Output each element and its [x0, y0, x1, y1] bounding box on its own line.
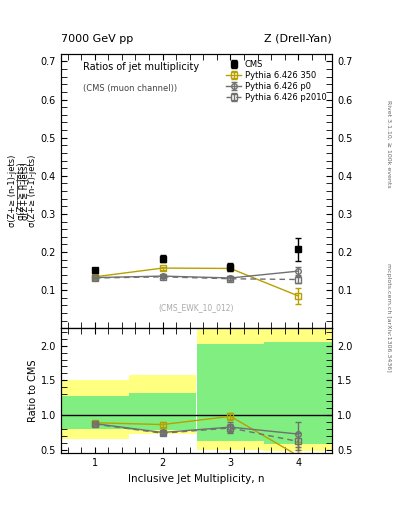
Bar	[129, 375, 196, 434]
Text: Rivet 3.1.10, ≥ 100k events: Rivet 3.1.10, ≥ 100k events	[386, 99, 391, 187]
Bar	[264, 308, 339, 451]
Text: ────────: ────────	[16, 174, 22, 208]
Text: Ratios of jet multiplicity: Ratios of jet multiplicity	[83, 62, 199, 72]
Bar	[196, 344, 264, 441]
Legend: CMS, Pythia 6.426 350, Pythia 6.426 p0, Pythia 6.426 p2010: CMS, Pythia 6.426 350, Pythia 6.426 p0, …	[224, 58, 328, 103]
Bar	[129, 393, 196, 430]
Bar	[61, 396, 129, 429]
Text: mcplots.cern.ch [arXiv:1306.3436]: mcplots.cern.ch [arXiv:1306.3436]	[386, 263, 391, 372]
X-axis label: Inclusive Jet Multiplicity, n: Inclusive Jet Multiplicity, n	[128, 474, 265, 483]
Text: σ(Z+≥ (n-1)-jets): σ(Z+≥ (n-1)-jets)	[7, 155, 17, 227]
Bar	[196, 325, 264, 450]
Y-axis label: Ratio to CMS: Ratio to CMS	[28, 359, 38, 422]
Bar	[264, 342, 339, 444]
Y-axis label: σ(Z+≥ n-jets)
σ(Z+≥ (n-1)-jets): σ(Z+≥ n-jets) σ(Z+≥ (n-1)-jets)	[17, 155, 37, 227]
Text: σ(Z+≥ n-jets): σ(Z+≥ n-jets)	[21, 162, 30, 220]
Bar	[61, 380, 129, 439]
Text: (CMS_EWK_10_012): (CMS_EWK_10_012)	[159, 303, 234, 312]
Text: Z (Drell-Yan): Z (Drell-Yan)	[264, 33, 332, 44]
Text: (CMS (muon channel)): (CMS (muon channel))	[83, 84, 177, 93]
Text: 7000 GeV pp: 7000 GeV pp	[61, 33, 133, 44]
